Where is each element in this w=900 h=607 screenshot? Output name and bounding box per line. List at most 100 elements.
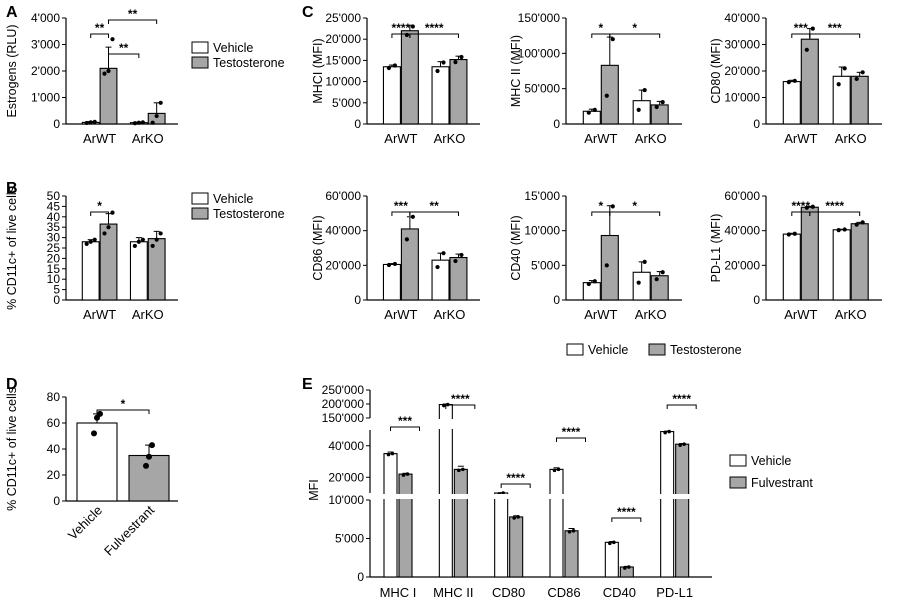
y-tick-label: 0	[553, 293, 560, 307]
bar	[832, 229, 851, 301]
data-point	[453, 258, 458, 264]
y-tick-label: 60	[47, 416, 61, 430]
data-point	[836, 228, 841, 233]
bar	[832, 75, 851, 125]
y-tick-label: 20'000	[325, 32, 361, 46]
y-tick-label: 0	[357, 570, 364, 584]
y-tick-label: 30'000	[724, 38, 760, 52]
data-point	[804, 47, 809, 52]
y-tick-label: 2'000	[31, 64, 60, 78]
y-tick-label: 15	[47, 262, 61, 276]
y-tick-label: 15'000	[524, 189, 560, 203]
data-point	[654, 104, 659, 110]
x-category-label: ArKO	[434, 131, 466, 146]
data-point	[140, 120, 145, 125]
y-tick-label: 1'000	[31, 91, 60, 105]
bar	[582, 110, 601, 125]
data-point	[435, 264, 440, 270]
x-category-label: MHC I	[380, 585, 417, 600]
significance-label: ****	[506, 471, 525, 485]
data-point	[442, 403, 446, 408]
bar	[564, 530, 579, 578]
bar	[383, 453, 398, 578]
bar	[147, 238, 166, 301]
x-category-label: ArKO	[835, 131, 867, 146]
x-category-label: PD-L1	[656, 585, 693, 600]
significance-label: *	[97, 199, 102, 213]
data-point	[461, 467, 465, 472]
legend-swatch-vehicle	[566, 343, 584, 356]
bar	[128, 454, 170, 502]
y-tick-label: 40'000	[724, 224, 760, 238]
y-tick-label: 150'000	[518, 11, 561, 25]
bar	[600, 234, 619, 301]
legend-c: Vehicle Testosterone	[566, 343, 742, 357]
significance-label: ***	[828, 21, 842, 35]
x-category-label: Vehicle	[65, 503, 105, 543]
data-point	[610, 37, 615, 42]
bar	[438, 404, 453, 578]
bar	[850, 75, 869, 125]
bar	[382, 66, 401, 125]
y-axis-label: MFI	[307, 479, 321, 501]
bar	[650, 104, 669, 125]
y-tick-label: 45	[47, 199, 61, 213]
data-point	[678, 443, 682, 447]
data-point	[386, 452, 391, 457]
legend-label-vehicle: Vehicle	[213, 192, 253, 206]
significance-label: **	[119, 41, 129, 55]
bar	[400, 228, 419, 301]
data-point	[453, 59, 458, 65]
y-tick-label: 200'000	[322, 397, 365, 411]
data-point	[667, 429, 671, 434]
y-axis-label: MHCI (MFI)	[311, 38, 325, 103]
chart-e: 0 5'000 10'000 20'000 40'000 150'000200'00025…	[307, 383, 713, 600]
y-tick-label: 5	[53, 283, 60, 297]
x-category-label: ArKO	[835, 307, 867, 322]
data-point	[435, 68, 440, 74]
significance-bracket	[409, 33, 459, 38]
y-axis-label: CD86 (MFI)	[311, 215, 325, 280]
significance-label: **	[95, 21, 105, 35]
y-tick-label: 0	[354, 293, 361, 307]
x-category-label: ArWT	[83, 307, 116, 322]
y-tick-label: 20'000	[328, 470, 364, 484]
data-point	[410, 24, 415, 29]
data-point	[106, 68, 111, 74]
y-tick-label: 40	[47, 442, 61, 456]
data-point	[842, 227, 847, 232]
bar	[398, 473, 413, 578]
y-tick-label: 10'000	[524, 224, 560, 238]
legend-swatch-vehicle	[191, 192, 209, 205]
data-point	[404, 237, 409, 242]
y-tick-label: 5'000	[332, 96, 361, 110]
legend-swatch-testosterone	[191, 56, 209, 69]
data-point	[392, 261, 398, 267]
data-point	[405, 472, 410, 476]
data-point	[136, 120, 141, 125]
y-tick-label: 20	[47, 251, 61, 265]
legend-swatch-vehicle	[729, 454, 747, 467]
y-tick-label: 20	[47, 468, 61, 482]
data-point	[512, 516, 516, 520]
significance-bracket	[108, 19, 158, 24]
significance-label: ****	[392, 21, 411, 35]
significance-bracket	[609, 33, 661, 38]
data-point	[604, 263, 609, 268]
bar	[129, 241, 148, 301]
data-point	[392, 63, 398, 68]
bar	[675, 443, 690, 578]
significance-label: ****	[562, 425, 581, 439]
significance-label: ***	[398, 414, 412, 428]
legend-b: Vehicle Testosterone	[191, 192, 285, 221]
data-point	[786, 80, 791, 85]
significance-label: *	[598, 199, 603, 213]
y-tick-label: 150'000	[322, 411, 365, 425]
bar	[494, 492, 509, 578]
data-point	[97, 410, 103, 417]
significance-label: *	[632, 199, 637, 213]
data-point	[571, 529, 576, 533]
